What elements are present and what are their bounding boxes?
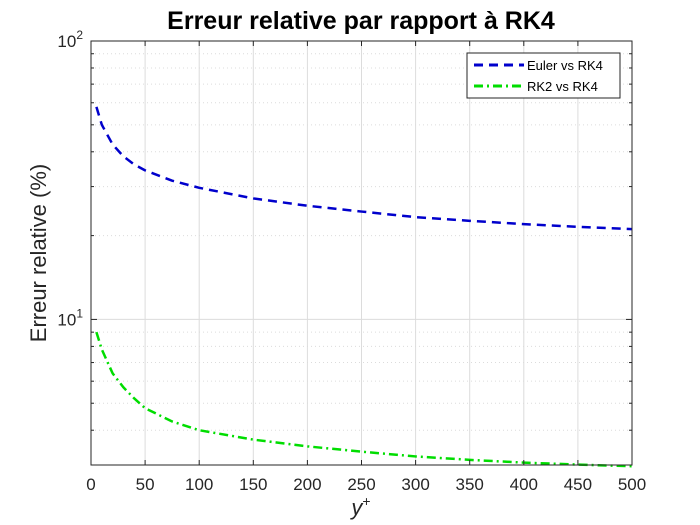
x-tick-label: 150 [239, 475, 267, 494]
y-tick-label-exponent: 1 [76, 306, 83, 320]
x-tick-label: 350 [456, 475, 484, 494]
x-tick-label: 50 [136, 475, 155, 494]
series-layer [95, 106, 633, 468]
x-tick-label: 450 [564, 475, 592, 494]
x-axis-label: y+ [349, 493, 370, 520]
x-tick-label: 200 [293, 475, 321, 494]
y-tick-label-exponent: 2 [76, 28, 83, 42]
x-axis-label-superscript: + [362, 493, 370, 509]
x-tick-label: 300 [401, 475, 429, 494]
y-tick-label-base: 10 [57, 310, 76, 329]
ticks [90, 40, 633, 466]
legend-label-rk2: RK2 vs RK4 [527, 79, 598, 94]
chart-title: Erreur relative par rapport à RK4 [167, 7, 555, 35]
legend-label-euler: Euler vs RK4 [527, 58, 603, 73]
y-axis-label: Erreur relative (%) [26, 164, 51, 342]
x-axis-label-main: y [349, 495, 364, 520]
legend: Euler vs RK4 RK2 vs RK4 [466, 52, 621, 99]
x-tick-label: 250 [347, 475, 375, 494]
x-tick-label: 100 [185, 475, 213, 494]
x-tick-labels: 0 50 100 150 200 250 300 350 400 450 500 [86, 475, 646, 494]
y-tick-label: 102 [57, 28, 83, 51]
series-line-euler [95, 106, 633, 231]
series-line-rk2 [95, 331, 633, 468]
grid [91, 41, 632, 465]
x-tick-label: 0 [86, 475, 95, 494]
x-tick-label: 400 [510, 475, 538, 494]
legend-box [466, 52, 621, 99]
x-tick-label: 500 [618, 475, 646, 494]
y-tick-label-base: 10 [57, 32, 76, 51]
y-tick-label: 101 [57, 306, 83, 329]
